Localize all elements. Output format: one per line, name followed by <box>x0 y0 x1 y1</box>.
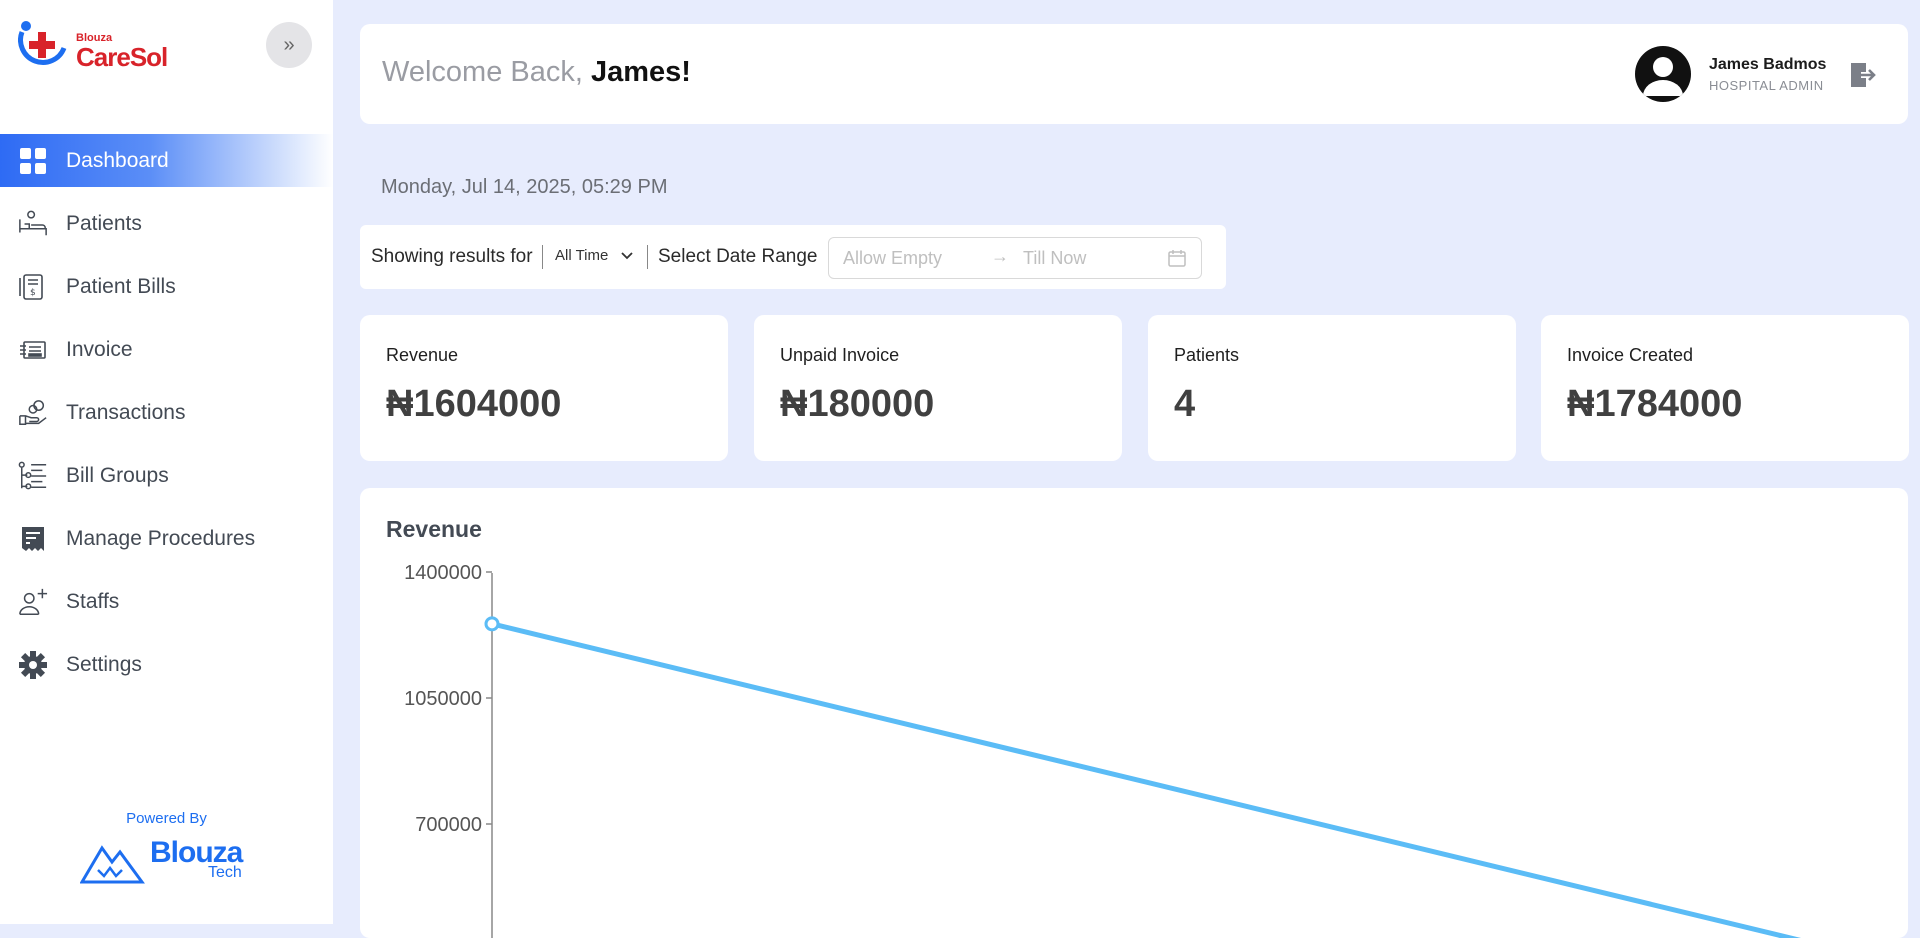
sidebar-item-settings[interactable]: Settings <box>0 638 333 691</box>
revenue-data-point[interactable] <box>484 616 500 632</box>
blouza-name: Blouza <box>150 836 243 869</box>
logo-mark-icon <box>18 21 67 65</box>
gear-icon <box>18 650 48 680</box>
sidebar: Blouza CareSol » Dashboard Patients $ Pa… <box>0 0 333 924</box>
sidebar-item-label: Dashboard <box>66 148 169 172</box>
y-tick-label: 1400000 <box>404 562 482 584</box>
hand-coin-icon <box>18 398 48 428</box>
revenue-chart-card: Revenue 14000001050000700000350000 <box>360 488 1908 938</box>
sidebar-item-label: Transactions <box>66 400 186 424</box>
stat-title: Patients <box>1174 345 1240 365</box>
caresol-logo[interactable]: Blouza CareSol <box>18 18 178 74</box>
stat-title: Unpaid Invoice <box>780 345 900 365</box>
arrow-right-icon: → <box>991 246 1009 266</box>
chevron-down-icon <box>620 252 633 260</box>
revenue-line-chart: 14000001050000700000350000 <box>404 562 1802 938</box>
sidebar-item-label: Invoice <box>66 337 133 361</box>
welcome-name: James! <box>590 56 691 88</box>
patient-bed-icon <box>18 209 48 239</box>
blouza-tech-logo: Blouza Tech <box>80 836 260 886</box>
svg-text:$: $ <box>30 288 36 298</box>
sidebar-nav: Dashboard Patients $ Patient Bills Invoi… <box>0 134 333 701</box>
user-role: HOSPITAL ADMIN <box>1709 78 1824 93</box>
start-date-input[interactable]: Allow Empty <box>843 248 943 268</box>
welcome-text: Welcome Back, <box>382 56 583 88</box>
period-select-value: All Time <box>555 247 609 264</box>
current-datetime: Monday, Jul 14, 2025, 05:29 PM <box>381 176 668 198</box>
logo-name: CareSol <box>76 42 168 72</box>
stat-value: ₦180000 <box>780 383 935 425</box>
separator <box>647 245 648 269</box>
user-plus-icon <box>18 587 48 617</box>
end-date-input[interactable]: Till Now <box>1023 248 1087 268</box>
double-chevron-right-icon: » <box>283 33 295 56</box>
revenue-series-line <box>491 621 1802 938</box>
stat-title: Revenue <box>386 345 459 365</box>
stat-value: ₦1784000 <box>1567 383 1743 425</box>
logout-button[interactable] <box>1848 60 1878 90</box>
sidebar-item-label: Patients <box>66 211 142 235</box>
y-tick-label: 1050000 <box>404 688 482 710</box>
bill-icon: $ <box>18 272 48 302</box>
sidebar-item-label: Patient Bills <box>66 274 176 298</box>
dashboard-icon <box>18 146 48 176</box>
receipt-icon <box>18 524 48 554</box>
logout-icon <box>1851 63 1876 87</box>
collapse-sidebar-button[interactable]: » <box>266 22 312 68</box>
sidebar-item-invoice[interactable]: Invoice <box>0 323 333 376</box>
sidebar-item-bill-groups[interactable]: Bill Groups <box>0 449 333 502</box>
stat-card-invoice-created: Invoice Created ₦1784000 <box>1541 315 1909 461</box>
user-avatar-icon <box>1643 57 1683 96</box>
stat-card-patients: Patients 4 <box>1148 315 1516 461</box>
calendar-icon <box>1168 250 1186 267</box>
blouza-sub: Tech <box>208 864 242 881</box>
y-tick-label: 700000 <box>415 814 482 836</box>
sidebar-item-manage-procedures[interactable]: Manage Procedures <box>0 512 333 565</box>
sidebar-item-staffs[interactable]: Staffs <box>0 575 333 628</box>
stat-value: ₦1604000 <box>386 383 562 425</box>
sidebar-item-transactions[interactable]: Transactions <box>0 386 333 439</box>
stat-card-revenue: Revenue ₦1604000 <box>360 315 728 461</box>
stat-title: Invoice Created <box>1567 345 1694 365</box>
filter-bar: Showing results for All Time Select Date… <box>360 225 1226 289</box>
list-tree-icon <box>18 461 48 491</box>
date-range-picker[interactable]: Allow Empty → Till Now <box>828 237 1202 279</box>
date-range-label: Select Date Range <box>658 246 818 267</box>
showing-results-label: Showing results for <box>371 246 533 267</box>
chart-title: Revenue <box>386 516 482 542</box>
stat-value: 4 <box>1174 383 1196 425</box>
sidebar-item-label: Bill Groups <box>66 463 169 487</box>
mountain-logo-icon <box>80 845 145 884</box>
header-bar: Welcome Back, James! James Badmos HOSPIT… <box>360 24 1908 124</box>
powered-by-label: Powered By <box>126 810 207 827</box>
separator <box>542 245 543 269</box>
avatar[interactable] <box>1635 46 1691 102</box>
user-name: James Badmos <box>1709 56 1827 73</box>
invoice-icon <box>18 335 48 365</box>
sidebar-item-label: Staffs <box>66 589 120 613</box>
welcome-message: Welcome Back, James! <box>382 56 691 89</box>
sidebar-item-label: Settings <box>66 652 142 676</box>
logo-small-text: Blouza <box>76 32 113 44</box>
stat-card-unpaid-invoice: Unpaid Invoice ₦180000 <box>754 315 1122 461</box>
sidebar-item-dashboard[interactable]: Dashboard <box>0 134 333 187</box>
sidebar-item-label: Manage Procedures <box>66 526 256 550</box>
sidebar-item-patients[interactable]: Patients <box>0 197 333 250</box>
period-select[interactable]: All Time <box>555 247 633 264</box>
sidebar-item-patient-bills[interactable]: $ Patient Bills <box>0 260 333 313</box>
